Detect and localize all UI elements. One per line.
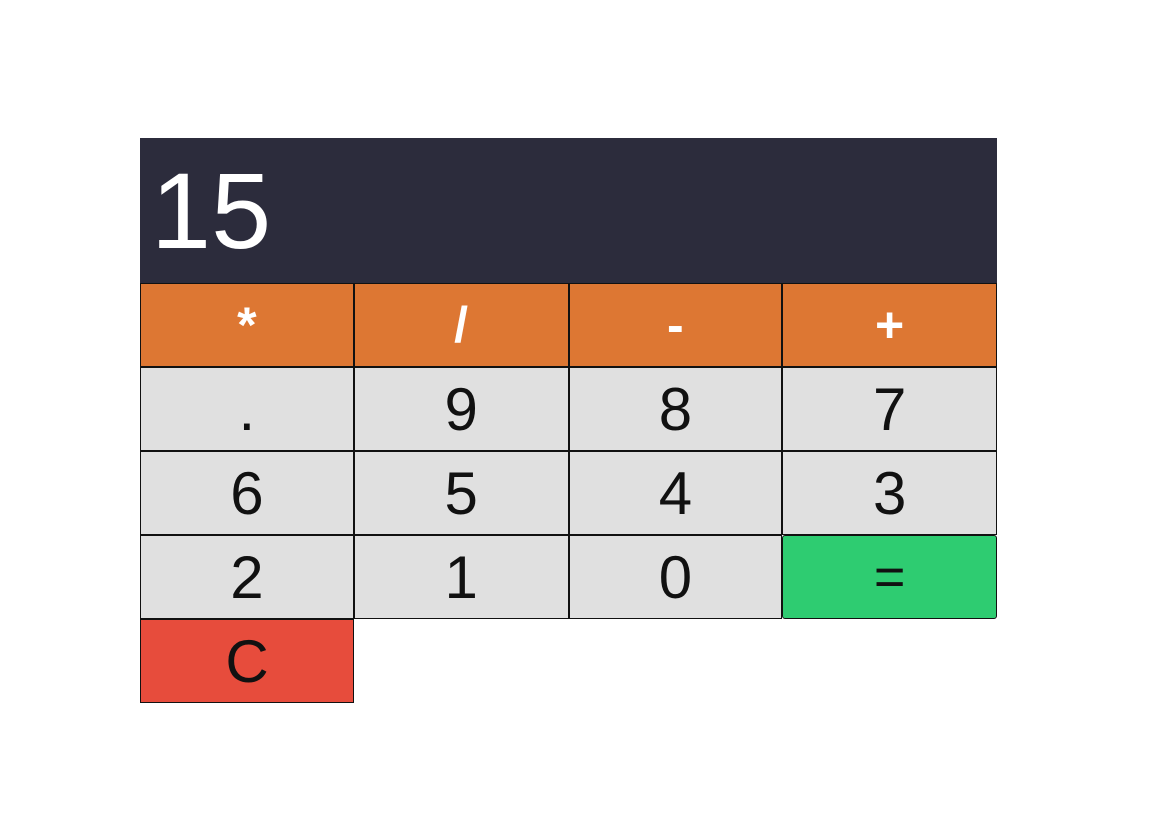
digit-4-button[interactable]: 4 [568, 451, 783, 535]
clear-button[interactable]: C [140, 619, 354, 703]
digit-row-1: . 9 8 7 [140, 367, 997, 451]
calculator: 15 * / - + . 9 8 7 6 5 4 3 2 1 0 = C [140, 138, 997, 703]
clear-row: C [140, 619, 997, 703]
decimal-button[interactable]: . [140, 367, 354, 451]
add-button[interactable]: + [782, 283, 997, 367]
digit-row-2: 6 5 4 3 [140, 451, 997, 535]
operator-row: * / - + [140, 283, 997, 367]
digit-5-button[interactable]: 5 [353, 451, 569, 535]
digit-2-button[interactable]: 2 [140, 535, 354, 619]
multiply-button[interactable]: * [140, 283, 354, 367]
subtract-button[interactable]: - [568, 283, 783, 367]
digit-0-button[interactable]: 0 [568, 535, 783, 619]
digit-7-button[interactable]: 7 [782, 367, 997, 451]
digit-9-button[interactable]: 9 [353, 367, 569, 451]
digit-3-button[interactable]: 3 [782, 451, 997, 535]
digit-6-button[interactable]: 6 [140, 451, 354, 535]
digit-1-button[interactable]: 1 [353, 535, 569, 619]
equals-button[interactable]: = [782, 535, 997, 619]
digit-8-button[interactable]: 8 [568, 367, 783, 451]
divide-button[interactable]: / [353, 283, 569, 367]
calculator-display: 15 [140, 138, 997, 283]
digit-row-3: 2 1 0 = [140, 535, 997, 619]
